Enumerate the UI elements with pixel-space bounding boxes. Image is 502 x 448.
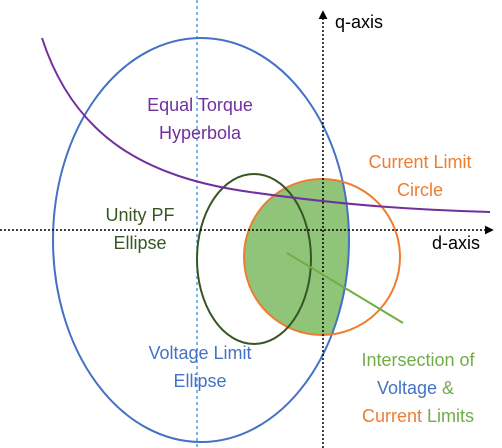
current-circle (243, 178, 401, 336)
label: Ellipse (113, 233, 166, 253)
torque-hyperbola (41, 37, 491, 213)
label-line: Voltage & (377, 378, 459, 398)
pointer-line (286, 252, 404, 324)
label-line: Current Limits (362, 406, 474, 426)
label: Unity PF (105, 205, 174, 225)
label: Hyperbola (159, 123, 242, 143)
label: Equal Torque (147, 95, 253, 115)
label-segment: Intersection of (361, 350, 475, 370)
label-segment: & (437, 378, 459, 398)
label-segment: Limits (422, 406, 474, 426)
q-axis-label: q-axis (335, 12, 383, 32)
label: Ellipse (173, 371, 226, 391)
label-line: Intersection of (361, 350, 475, 370)
unity-pf-ellipse (196, 173, 312, 345)
label: Current Limit (368, 152, 471, 172)
intersection-label: Intersection of Voltage & Current Limits (361, 350, 475, 426)
label: Circle (397, 180, 443, 200)
intersection-region (244, 179, 349, 335)
label-segment: Current (362, 406, 422, 426)
label: Voltage Limit (148, 343, 251, 363)
voltage-ellipse (52, 37, 350, 443)
label-segment: Voltage (377, 378, 437, 398)
d-axis-label: d-axis (432, 233, 480, 253)
